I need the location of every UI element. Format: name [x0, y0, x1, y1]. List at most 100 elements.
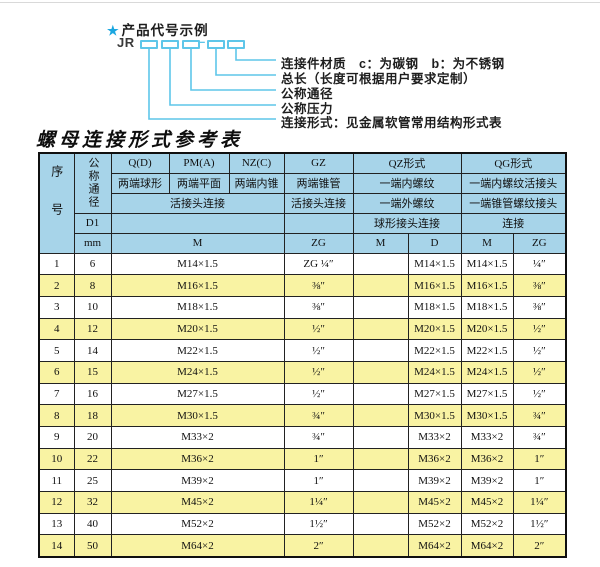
- cell-zg: 1″: [283, 469, 354, 493]
- cell-qg-m: M14×1.5: [460, 252, 514, 276]
- cell-m: M45×2: [110, 491, 285, 514]
- cell-qz-m: [352, 426, 409, 449]
- cell-qz-m: [352, 534, 409, 558]
- cell-qz-d: M52×2: [407, 512, 462, 536]
- table-row: 10 22 M36×2 1″ M36×2 M36×2 1″: [38, 447, 567, 471]
- cell-qg-zg: ½″: [512, 382, 567, 406]
- cell-qg-zg: ⅜″: [512, 295, 567, 319]
- cell-qg-m: M30×1.5: [460, 404, 514, 427]
- cell-seq: 14: [38, 534, 75, 558]
- cell-qz-m: [352, 512, 409, 536]
- cell-qz-m: [352, 404, 409, 427]
- cell-qg-zg: 1″: [512, 447, 567, 471]
- cell-m: M14×1.5: [110, 252, 285, 276]
- cell-qg-m: M20×1.5: [460, 317, 514, 341]
- header-qg-desc1: 一端内螺纹活接头: [460, 172, 567, 194]
- cell-qz-d: M24×1.5: [407, 360, 462, 384]
- header-qz-m: M: [352, 232, 409, 254]
- header-qg-m: M: [460, 232, 514, 254]
- cell-qz-d: M18×1.5: [407, 295, 462, 319]
- cell-qz-d: M45×2: [407, 491, 462, 514]
- code-box-2: [161, 40, 179, 49]
- cell-qz-d: M27×1.5: [407, 382, 462, 406]
- cell-seq: 11: [38, 469, 75, 493]
- code-box-1: [140, 40, 158, 49]
- cell-m: M30×1.5: [110, 404, 285, 427]
- diagram-title-text: 产品代号示例: [121, 23, 209, 38]
- cell-dn: 50: [73, 534, 112, 558]
- cell-qz-m: [352, 339, 409, 362]
- cell-zg: ⅜″: [283, 295, 354, 319]
- cell-qz-m: [352, 382, 409, 406]
- header-q-desc: 两端球形: [110, 172, 170, 194]
- header-col-qd: Q(D): [110, 152, 170, 174]
- header-col-gz: GZ: [283, 152, 354, 174]
- cell-dn: 16: [73, 382, 112, 406]
- table-row: 3 10 M18×1.5 ⅜″ M18×1.5 M18×1.5 ⅜″: [38, 295, 567, 319]
- header-col-qz: QZ形式: [352, 152, 462, 174]
- cell-m: M39×2: [110, 469, 285, 493]
- cell-seq: 8: [38, 404, 75, 427]
- header-nz-desc: 两端内锥: [228, 172, 285, 194]
- cell-qz-m: [352, 469, 409, 493]
- cell-zg: 2″: [283, 534, 354, 558]
- diagram-label-length: 总长（长度可根据用户要求定制）: [281, 72, 477, 86]
- cell-qg-m: M16×1.5: [460, 274, 514, 297]
- cell-qg-m: M18×1.5: [460, 295, 514, 319]
- cell-dn: 6: [73, 252, 112, 276]
- cell-qg-m: M24×1.5: [460, 360, 514, 384]
- cell-seq: 6: [38, 360, 75, 384]
- header-col-nzc: NZ(C): [228, 152, 285, 174]
- header-qz-desc2: 一端外螺纹: [352, 192, 462, 214]
- cell-qg-zg: 1″: [512, 469, 567, 493]
- code-dash: –: [198, 34, 206, 49]
- cell-qz-m: [352, 317, 409, 341]
- cell-zg: 1″: [283, 447, 354, 471]
- code-box-4: [207, 40, 225, 49]
- cell-m: M27×1.5: [110, 382, 285, 406]
- cell-qg-m: M45×2: [460, 491, 514, 514]
- header-union-connection: 活接头连接: [110, 192, 285, 214]
- header-qg-zg: ZG: [512, 232, 567, 254]
- empty-cell: [110, 212, 285, 234]
- connector-lines: [148, 49, 276, 120]
- cell-qz-d: M33×2: [407, 426, 462, 449]
- table-row: 6 15 M24×1.5 ½″ M24×1.5 M24×1.5 ½″: [38, 360, 567, 384]
- cell-m: M52×2: [110, 512, 285, 536]
- header-qz-connection: 球形接头连接: [352, 212, 462, 234]
- cell-qz-m: [352, 295, 409, 319]
- header-zg: ZG: [283, 232, 354, 254]
- cell-seq: 13: [38, 512, 75, 536]
- empty-cell: [283, 212, 354, 234]
- cell-qz-d: M14×1.5: [407, 252, 462, 276]
- header-col-qg: QG形式: [460, 152, 567, 174]
- table-row: 14 50 M64×2 2″ M64×2 M64×2 2″: [38, 534, 567, 558]
- cell-qg-zg: 1½″: [512, 512, 567, 536]
- cell-qg-m: M64×2: [460, 534, 514, 558]
- cell-dn: 25: [73, 469, 112, 493]
- table-body: 1 6 M14×1.5 ZG ¼″ M14×1.5 M14×1.5 ¼″ 2 8 M16×1.5…: [38, 252, 567, 558]
- cell-qg-m: M22×1.5: [460, 339, 514, 362]
- cell-m: M20×1.5: [110, 317, 285, 341]
- cell-seq: 12: [38, 491, 75, 514]
- cell-qz-d: M36×2: [407, 447, 462, 471]
- table-row: 1 6 M14×1.5 ZG ¼″ M14×1.5 M14×1.5 ¼″: [38, 252, 567, 276]
- cell-seq: 1: [38, 252, 75, 276]
- cell-zg: ½″: [283, 382, 354, 406]
- code-box-5: [227, 40, 245, 49]
- cell-seq: 2: [38, 274, 75, 297]
- cell-qz-m: [352, 252, 409, 276]
- cell-qz-d: M22×1.5: [407, 339, 462, 362]
- cell-zg: ½″: [283, 339, 354, 362]
- cell-seq: 7: [38, 382, 75, 406]
- cell-dn: 8: [73, 274, 112, 297]
- table-row: 12 32 M45×2 1¼″ M45×2 M45×2 1¼″: [38, 491, 567, 514]
- code-box-3: [182, 40, 200, 49]
- cell-dn: 40: [73, 512, 112, 536]
- header-nominal-diameter: 公称通径: [73, 152, 112, 214]
- cell-zg: ½″: [283, 317, 354, 341]
- cell-qg-m: M27×1.5: [460, 382, 514, 406]
- cell-seq: 9: [38, 426, 75, 449]
- header-d1: D1: [73, 212, 112, 234]
- page-top-rule: [0, 2, 600, 3]
